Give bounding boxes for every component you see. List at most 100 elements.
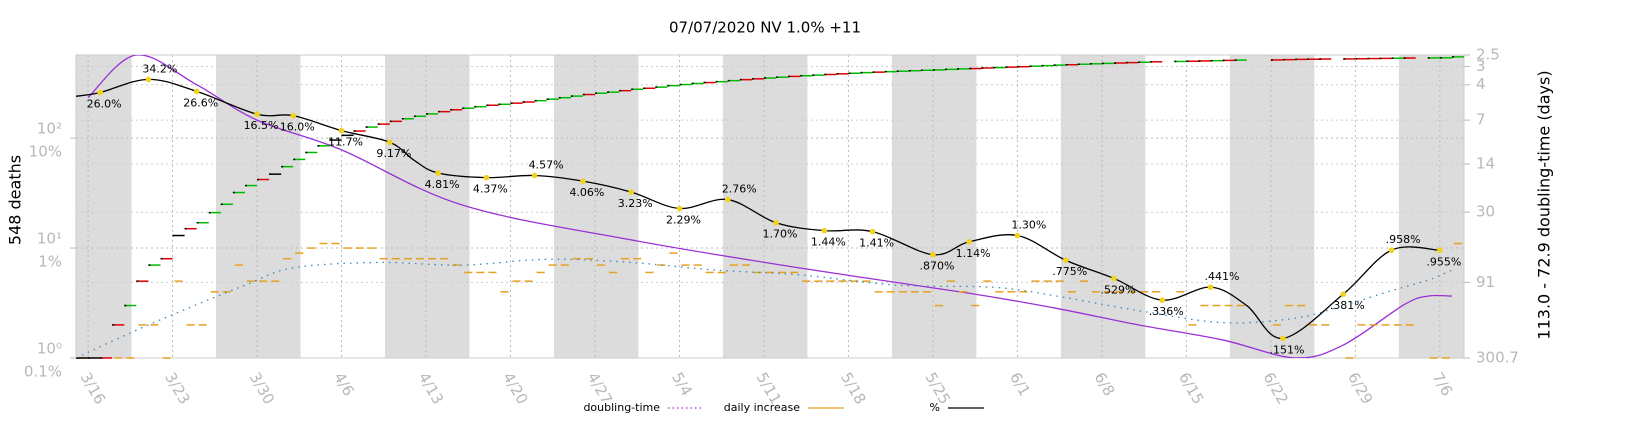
point-marker [254,111,260,117]
data-label: 1.14% [956,247,991,260]
x-tick-label: 5/18 [837,369,869,407]
y-axis-label: 548 deaths [6,155,25,245]
x-tick-label: 3/16 [77,369,109,407]
point-marker [628,189,634,195]
data-label: .441% [1205,270,1240,283]
point-marker [435,170,441,176]
point-marker [531,172,538,179]
point-marker [338,127,345,134]
data-label: 1.44% [811,236,846,249]
point-marker [1111,275,1117,282]
legend-label: daily increase [724,401,800,414]
week-band [1398,55,1464,358]
series-line [87,55,1452,358]
x-tick-label: 5/4 [668,369,696,399]
y3-tick-label: 1% [38,253,62,271]
week-band [553,55,639,358]
x-tick-label: 4/13 [415,369,447,407]
point-marker [1340,291,1347,297]
x-tick-label: 7/6 [1428,369,1456,399]
data-label: 2.29% [666,213,701,226]
point-marker [1062,257,1069,264]
point-marker [97,89,103,96]
week-band [891,55,977,358]
point-marker [930,251,936,258]
y3-tick-label: 0.1% [24,363,62,381]
x-tick-label: 6/15 [1175,369,1207,407]
y-tick-label: 10¹ [37,230,62,248]
x-tick-label: 6/8 [1091,369,1119,399]
point-marker [1280,335,1286,342]
data-label: .958% [1386,233,1421,246]
week-band [722,55,808,358]
week-band [384,55,470,358]
point-marker [676,205,683,212]
data-label: 26.0% [87,97,122,110]
y2-axis-label: 113.0 - 72.9 doubling-time (days) [1535,70,1554,339]
data-label: 16.0% [280,121,315,134]
point-marker [193,88,200,95]
x-tick-label: 6/29 [1344,369,1376,407]
data-label: .381% [1330,299,1365,312]
data-label: 4.81% [425,178,460,191]
y2-tick-label: 7 [1476,111,1486,129]
week-band [216,55,301,358]
data-label: 26.6% [183,96,218,109]
data-label: 1.70% [763,228,798,241]
data-label: .955% [1426,255,1461,268]
point-marker [1159,297,1166,303]
point-marker [1388,247,1395,253]
y2-tick-label: 4 [1476,75,1486,93]
point-marker [387,139,393,146]
y2-tick-label: 2.5 [1476,46,1500,64]
x-tick-label: 4/20 [499,369,531,407]
x-tick-label: 6/1 [1006,369,1034,399]
data-label: 9.17% [376,147,411,160]
data-label: 1.41% [859,237,894,250]
x-tick-label: 3/23 [161,369,193,407]
data-label: 4.37% [473,183,508,196]
x-tick-label: 3/30 [246,369,278,407]
legend-label: doubling-time [583,401,660,414]
point-marker [1437,247,1443,254]
data-label: .336% [1149,305,1184,318]
data-label: 16.5% [244,119,279,132]
data-label: .529% [1101,283,1136,296]
point-marker [724,196,731,203]
week-band [76,55,132,358]
data-label: 1.30% [1011,219,1046,232]
point-marker [773,219,779,226]
y2-tick-label: 3 [1476,57,1486,75]
data-label: .775% [1052,265,1087,278]
data-label: 3.23% [618,197,653,210]
point-marker [580,178,586,184]
x-tick-label: 6/22 [1260,369,1292,407]
data-label: 4.57% [529,158,564,171]
point-marker [1207,284,1214,290]
week-band [1060,55,1146,358]
y2-tick-label: 300.7 [1476,349,1519,367]
data-label: 11.7% [328,136,363,149]
x-tick-label: 4/6 [330,369,358,399]
data-label: 34.2% [142,62,177,75]
data-label: 4.06% [569,186,604,199]
bands [76,55,1464,358]
point-marker [869,228,876,235]
series-line [76,258,1453,358]
data-label: .870% [919,260,954,273]
y-tick-label: 10² [37,120,62,138]
week-band [1229,55,1315,358]
data-label: .151% [1269,343,1304,356]
y2-tick-label: 14 [1476,154,1495,172]
plot-frame [75,54,1465,359]
legend-label: % [930,401,940,414]
point-marker [145,76,152,83]
point-marker [483,174,490,181]
y3-tick-label: 10% [29,143,62,161]
point-marker [1014,232,1021,239]
y2-tick-label: 91 [1476,273,1495,291]
point-marker [821,227,828,234]
point-marker [290,112,297,119]
y-tick-label: 10⁰ [37,340,62,358]
